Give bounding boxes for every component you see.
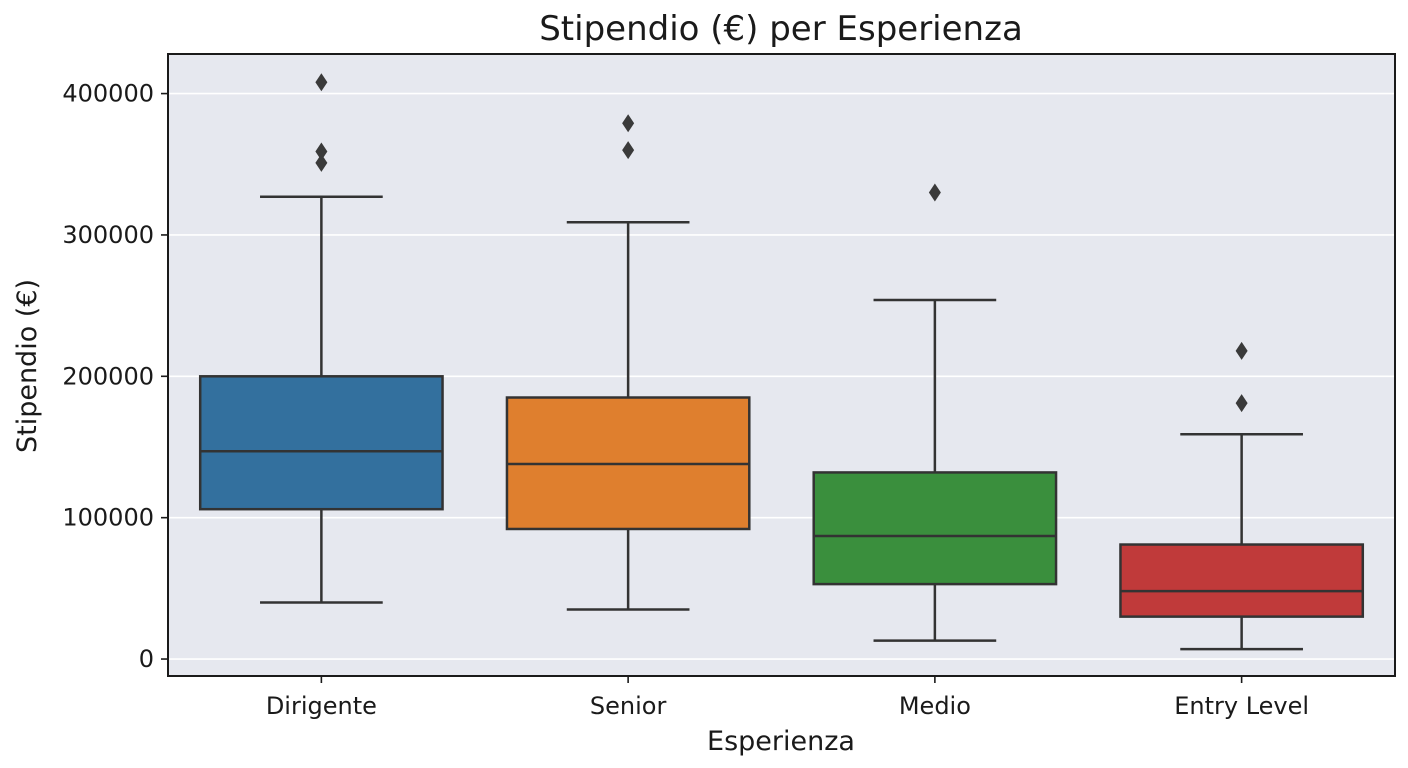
- y-tick-label: 400000: [62, 80, 154, 108]
- iqr-box: [198, 375, 444, 511]
- chart-title: Stipendio (€) per Esperienza: [539, 9, 1023, 49]
- y-tick-label: 300000: [62, 221, 154, 249]
- x-axis-title: Esperienza: [707, 726, 855, 757]
- x-tick-label: Senior: [590, 692, 667, 720]
- x-tick-label: Dirigente: [266, 692, 377, 720]
- outlier-point: [622, 114, 635, 133]
- y-tick-label: 100000: [62, 504, 154, 532]
- y-tick-label: 0: [139, 645, 154, 673]
- iqr-box: [812, 471, 1058, 586]
- y-axis-title: Stipendio (€): [12, 279, 43, 453]
- x-axis-ticks: Dirigente Senior Medio Entry Level: [266, 676, 1309, 720]
- outlier-point: [1235, 394, 1248, 413]
- box-medio: [812, 183, 1058, 642]
- outlier-point: [1235, 341, 1248, 360]
- outlier-point: [928, 183, 941, 202]
- y-tick-label: 200000: [62, 362, 154, 390]
- plot-frame: [167, 53, 1396, 677]
- outlier-point: [315, 142, 328, 161]
- x-tick-label: Entry Level: [1174, 692, 1309, 720]
- outlier-point: [315, 73, 328, 92]
- box-dirigente: [198, 73, 444, 604]
- iqr-box: [1119, 543, 1365, 618]
- x-tick-label: Medio: [899, 692, 971, 720]
- box-senior: [505, 114, 751, 611]
- y-axis-ticks: 0 100000 200000 300000 400000: [62, 80, 168, 673]
- outlier-point: [622, 141, 635, 160]
- outlier-point: [315, 153, 328, 172]
- boxes: [198, 73, 1365, 651]
- box-entry-level: [1119, 341, 1365, 651]
